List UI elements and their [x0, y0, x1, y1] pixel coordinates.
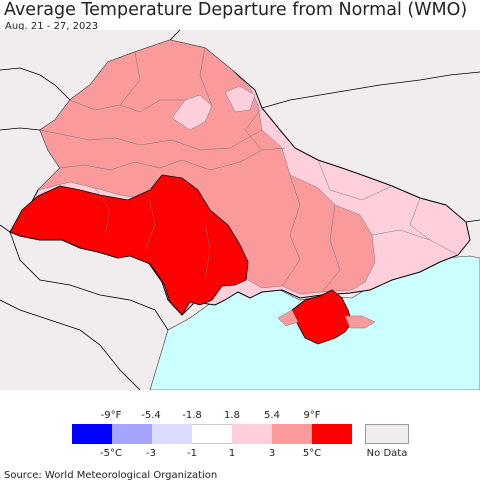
- legend-f-tick: -1.8: [182, 410, 202, 421]
- legend-c-tick: 5°C: [302, 448, 322, 459]
- region-tarkhankut: [277, 309, 299, 327]
- legend-swatch-minus5-minus3: [112, 424, 152, 444]
- legend-swatch-minus3-minus1: [152, 424, 192, 444]
- temperature-anomaly-map: [0, 30, 480, 390]
- legend-c-tick: -3: [146, 448, 156, 459]
- legend-swatch-gt-5: [312, 424, 352, 444]
- legend-swatch-no-data: [365, 424, 409, 444]
- legend-swatch-lt-minus5: [72, 424, 112, 444]
- region-bin-gt-5: [9, 174, 249, 316]
- internal-borders: [39, 47, 459, 293]
- legend-swatch-3-5: [272, 424, 312, 444]
- legend-f-tick: 1.8: [224, 410, 240, 421]
- source-credit: Source: World Meteorological Organizatio…: [4, 470, 218, 481]
- legend-f-tick: 5.4: [264, 410, 280, 421]
- legend-swatch-minus1-1: [192, 424, 232, 444]
- date-range: Aug. 21 - 27, 2023: [5, 21, 99, 32]
- country-borders: [0, 30, 480, 390]
- legend-c-tick: -1: [187, 448, 197, 459]
- region-bin-1-3-northeast: [224, 85, 256, 113]
- legend-c-tick: 3: [268, 448, 276, 459]
- map-title: Average Temperature Departure from Norma…: [4, 0, 468, 20]
- legend-swatch-1-3: [232, 424, 272, 444]
- legend-f-tick: 9°F: [303, 410, 321, 421]
- legend-f-tick: -9°F: [100, 410, 122, 421]
- legend-c-tick: -5°C: [100, 448, 122, 459]
- legend-f-tick: -5.4: [141, 410, 161, 421]
- region-kerch: [344, 315, 376, 329]
- legend-c-tick: 1: [228, 448, 236, 459]
- legend-no-data-label: No Data: [366, 448, 408, 459]
